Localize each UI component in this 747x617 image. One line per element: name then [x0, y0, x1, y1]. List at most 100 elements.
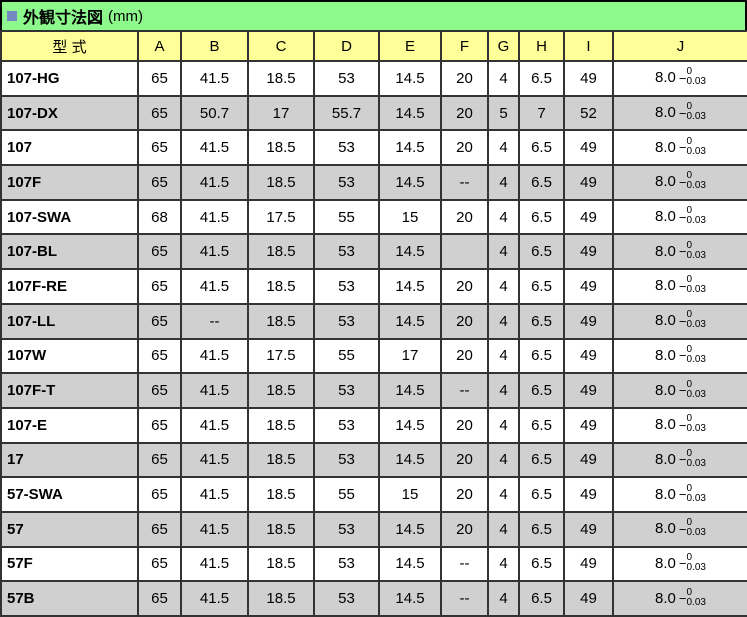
- j-tolerance-sign: −: [678, 174, 687, 190]
- value-cell-b: 41.5: [180, 476, 249, 513]
- value-cell-c: 18.5: [247, 476, 315, 513]
- value-cell-a: 65: [137, 441, 182, 479]
- value-cell-g: 4: [487, 129, 520, 167]
- model-cell: 107F-RE: [0, 268, 139, 305]
- value-cell-a: 65: [137, 580, 182, 617]
- j-value-cell: 8.0−0 0.03: [612, 441, 747, 479]
- j-value-cell: 8.0−0 0.03: [612, 164, 747, 201]
- value-cell-d: 53: [313, 441, 380, 479]
- model-cell: 107: [0, 129, 139, 167]
- j-value-cell: 8.0−0 0.03: [612, 129, 747, 167]
- j-value-cell: 8.0−0 0.03: [612, 268, 747, 305]
- value-cell-f: 20: [440, 337, 489, 375]
- j-nominal-value: 8.0: [655, 485, 676, 503]
- j-tolerance-upper: 0: [686, 239, 693, 251]
- value-cell-g: 4: [487, 337, 520, 375]
- value-cell-b: 41.5: [180, 510, 249, 548]
- model-cell: 107-LL: [0, 302, 139, 340]
- j-tolerance-upper: 0: [686, 447, 693, 459]
- header-row: 型 式 A B C D E F G H I J: [0, 30, 747, 62]
- j-tolerance-stack: 0 0.03: [686, 239, 705, 261]
- j-tolerance-upper: 0: [686, 413, 693, 425]
- value-cell-e: 14.5: [378, 268, 442, 305]
- header-cell-d: D: [313, 30, 380, 62]
- j-nominal-value: 8.0: [655, 381, 676, 399]
- j-tolerance-upper: 0: [686, 66, 693, 78]
- value-cell-b: 41.5: [180, 129, 249, 167]
- value-cell-f: 20: [440, 406, 489, 444]
- value-cell-e: 15: [378, 198, 442, 236]
- value-cell-e: 14.5: [378, 129, 442, 167]
- table-body: 107-HG 65 41.5 18.5 53 14.5 20 4 6.5 49 …: [0, 60, 747, 617]
- j-value-cell: 8.0−0 0.03: [612, 372, 747, 409]
- table-row: 107F-RE 65 41.5 18.5 53 14.5 20 4 6.5 49…: [0, 268, 747, 305]
- value-cell-i: 52: [563, 94, 614, 132]
- j-tolerance-stack: 0 0.03: [686, 275, 705, 295]
- j-value-cell: 8.0−0 0.03: [612, 545, 747, 583]
- j-tolerance-stack: 0 0.03: [686, 552, 705, 573]
- value-cell-h: 6.5: [518, 198, 565, 236]
- value-cell-e: 14.5: [378, 94, 442, 132]
- value-cell-f: 20: [440, 129, 489, 167]
- header-cell-model: 型 式: [0, 30, 139, 62]
- model-cell: 17: [0, 441, 139, 479]
- value-cell-a: 65: [137, 406, 182, 444]
- j-tolerance-stack: 0 0.03: [686, 414, 705, 434]
- header-cell-h: H: [518, 30, 565, 62]
- dimensions-table: 型 式 A B C D E F G H I J 107-HG 65 41.5 1…: [0, 30, 747, 617]
- value-cell-e: 14.5: [378, 372, 442, 409]
- j-nominal-value: 8.0: [655, 173, 676, 191]
- j-tolerance-lower: 0.03: [686, 111, 706, 123]
- value-cell-e: 14.5: [378, 233, 442, 271]
- value-cell-c: 18.5: [247, 164, 315, 201]
- j-tolerance-stack: 0 0.03: [686, 483, 705, 504]
- header-cell-c: C: [247, 30, 315, 62]
- value-cell-i: 49: [563, 441, 614, 479]
- value-cell-h: 6.5: [518, 60, 565, 97]
- value-cell-d: 53: [313, 372, 380, 409]
- value-cell-a: 65: [137, 129, 182, 167]
- value-cell-b: 41.5: [180, 441, 249, 479]
- value-cell-b: --: [180, 302, 249, 340]
- value-cell-g: 4: [487, 476, 520, 513]
- section-title-bar: 外観寸法図 (mm): [0, 0, 747, 30]
- value-cell-c: 18.5: [247, 406, 315, 444]
- value-cell-e: 14.5: [378, 164, 442, 201]
- value-cell-g: 4: [487, 302, 520, 340]
- page-title: 外観寸法図: [23, 10, 104, 27]
- value-cell-d: 53: [313, 406, 380, 444]
- j-tolerance-stack: 0 0.03: [686, 310, 705, 330]
- j-tolerance-upper: 0: [686, 135, 693, 147]
- j-tolerance-upper: 0: [686, 586, 693, 598]
- value-cell-c: 18.5: [247, 268, 315, 305]
- j-tolerance-stack: 0 0.03: [686, 206, 705, 226]
- value-cell-f: 20: [440, 510, 489, 548]
- value-cell-c: 17.5: [247, 198, 315, 236]
- j-tolerance-upper: 0: [686, 274, 693, 286]
- value-cell-a: 65: [137, 164, 182, 201]
- value-cell-e: 14.5: [378, 406, 442, 444]
- value-cell-b: 41.5: [180, 268, 249, 305]
- j-tolerance-upper: 0: [686, 378, 693, 390]
- j-tolerance-sign: −: [678, 591, 687, 607]
- j-tolerance-sign: −: [678, 348, 687, 364]
- j-tolerance-stack: 0 0.03: [686, 102, 705, 122]
- value-cell-h: 6.5: [518, 268, 565, 305]
- value-cell-d: 53: [313, 580, 380, 617]
- model-cell: 107F: [0, 164, 139, 201]
- value-cell-e: 14.5: [378, 441, 442, 479]
- value-cell-a: 65: [137, 510, 182, 548]
- value-cell-i: 49: [563, 476, 614, 513]
- j-nominal-value: 8.0: [655, 520, 676, 538]
- table-row: 107-BL 65 41.5 18.5 53 14.5 4 6.5 49 8.0…: [0, 233, 747, 271]
- j-nominal-value: 8.0: [655, 346, 676, 364]
- model-cell: 57F: [0, 545, 139, 583]
- value-cell-d: 55: [313, 198, 380, 236]
- value-cell-g: 4: [487, 198, 520, 236]
- header-cell-b: B: [180, 30, 249, 62]
- value-cell-h: 6.5: [518, 406, 565, 444]
- header-cell-a: A: [137, 30, 182, 62]
- value-cell-g: 4: [487, 372, 520, 409]
- j-tolerance-lower: 0.03: [686, 527, 706, 539]
- j-tolerance-sign: −: [678, 417, 687, 433]
